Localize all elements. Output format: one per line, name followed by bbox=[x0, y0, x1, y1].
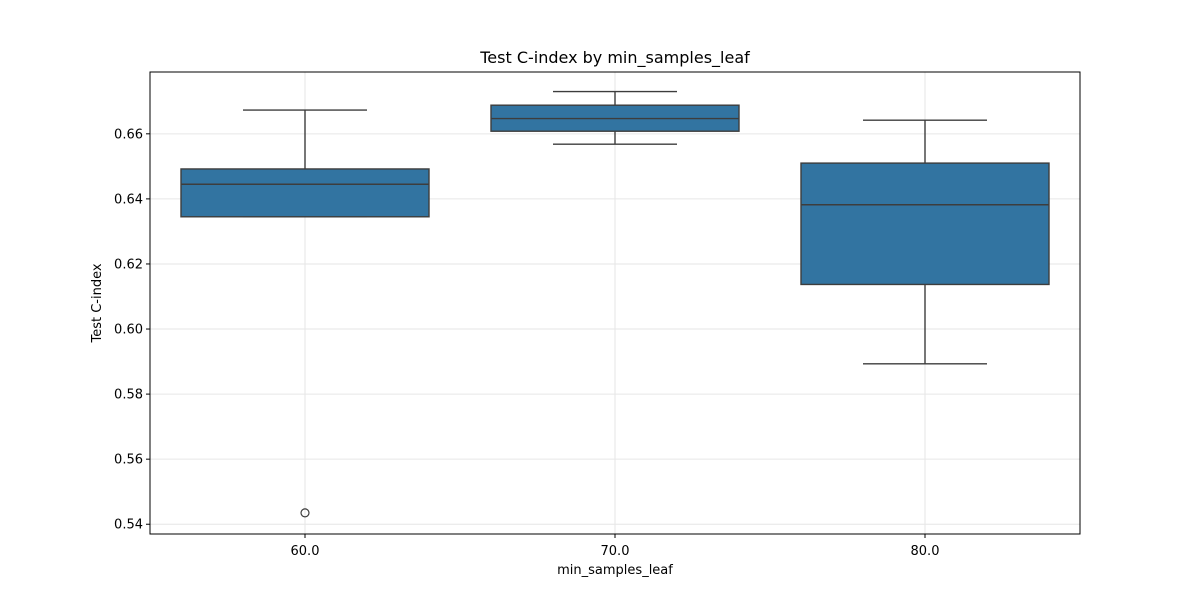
x-tick-label: 80.0 bbox=[911, 544, 940, 559]
chart-title: Test C-index by min_samples_leaf bbox=[479, 48, 750, 68]
y-tick-label: 0.54 bbox=[114, 518, 143, 533]
x-tick-label: 70.0 bbox=[601, 544, 630, 559]
ticks-layer: 0.54 0.56 0.58 0.60 0.62 0.64 0.66 60.0 70.0 80.0 bbox=[114, 127, 939, 559]
y-axis-label: Test C-index bbox=[90, 263, 105, 343]
y-tick-label: 0.58 bbox=[114, 388, 143, 403]
outlier-point bbox=[300, 508, 310, 518]
x-tick-label: 60.0 bbox=[291, 544, 320, 559]
y-tick-label: 0.60 bbox=[114, 323, 143, 338]
y-tick-label: 0.66 bbox=[114, 127, 143, 142]
boxes-layer bbox=[180, 90, 1050, 518]
box-iqr bbox=[800, 162, 1050, 286]
x-axis-label: min_samples_leaf bbox=[557, 563, 673, 578]
box-iqr bbox=[180, 168, 430, 218]
y-tick-label: 0.64 bbox=[114, 192, 143, 207]
y-tick-label: 0.62 bbox=[114, 257, 143, 272]
y-tick-label: 0.56 bbox=[114, 453, 143, 468]
